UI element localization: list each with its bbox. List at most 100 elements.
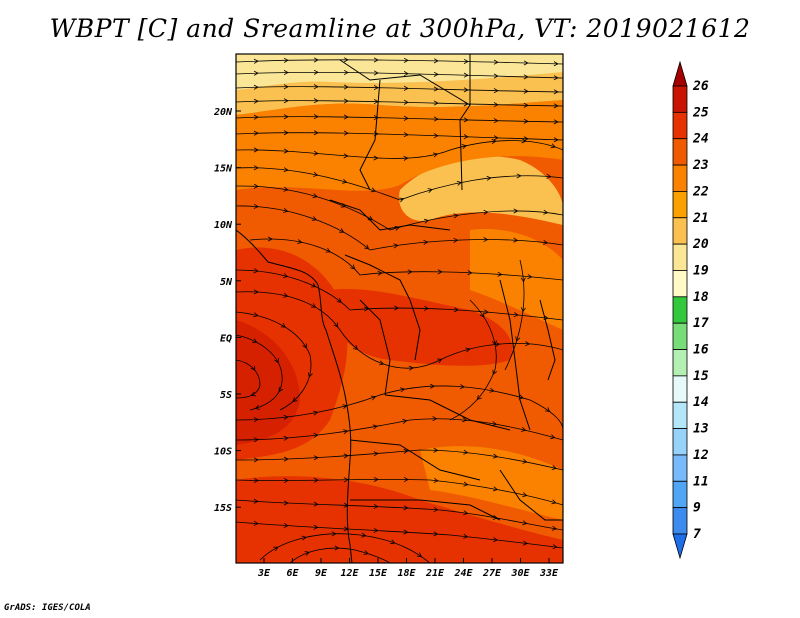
streamline-arrow [310, 303, 317, 308]
lon-label: 24E [453, 568, 473, 579]
streamline-arrow [479, 312, 485, 318]
map-title: WBPT [C] and Sreamline at 300hPa, VT: 20… [49, 14, 751, 43]
streamline-arrow [492, 486, 499, 492]
colorbar-label: 19 [693, 263, 709, 278]
streamline-arrow [493, 73, 499, 79]
streamline-arrow [253, 498, 259, 504]
streamline-arrow [373, 85, 379, 91]
colorbar-label: 15 [693, 369, 709, 384]
lon-label: 21E [425, 568, 445, 579]
streamline-arrow [304, 551, 310, 556]
streamline-arrow [253, 520, 259, 526]
colorbar-swatch [672, 507, 688, 535]
streamline-arrow [553, 119, 559, 125]
streamline-arrow [313, 501, 319, 507]
streamline-arrow [467, 270, 473, 276]
streamline-arrow [313, 477, 319, 483]
streamline-arrow [403, 57, 409, 63]
streamline-arrow [523, 118, 529, 124]
colorbar-label: 21 [692, 211, 709, 226]
streamline-arrow [463, 117, 469, 123]
streamline [236, 132, 563, 141]
streamline-arrow [523, 102, 529, 108]
streamline [504, 259, 525, 371]
streamline-arrow [373, 527, 379, 533]
streamline-arrow [343, 57, 349, 63]
streamline-arrow [313, 524, 319, 530]
streamline-arrow [283, 414, 289, 420]
streamline-arrow [363, 550, 369, 555]
streamline-arrow [459, 384, 466, 390]
border [459, 104, 471, 191]
streamline-arrow [253, 289, 259, 295]
streamline-arrow [250, 365, 256, 371]
streamline-arrow [463, 72, 469, 78]
streamline-arrow [408, 365, 414, 371]
lat-label: 15S [214, 503, 232, 514]
streamline-arrow [521, 427, 527, 432]
streamline-arrow [283, 167, 289, 173]
colorbar-label: 20 [692, 237, 709, 252]
streamline-arrow [334, 545, 340, 551]
streamline-arrow [283, 522, 289, 528]
streamline-arrow [513, 312, 519, 318]
streamline-arrow [493, 59, 499, 65]
lon-label: 15E [369, 568, 388, 579]
streamline-arrow [325, 247, 331, 253]
streamline-arrow [283, 478, 289, 484]
streamline-arrow [353, 345, 359, 350]
streamline-arrow [402, 418, 408, 424]
field-southwest-red [236, 320, 300, 445]
streamline-arrow [253, 312, 259, 318]
streamlines [236, 57, 563, 563]
streamline-arrow [437, 269, 443, 275]
streamline-arrow [523, 74, 529, 80]
colorbar-label: 23 [692, 158, 709, 173]
colorbar-label: 18 [693, 290, 709, 305]
streamline-arrow [432, 416, 438, 422]
lat-label: EQ [220, 333, 232, 344]
streamline-arrow [463, 58, 469, 64]
streamline-arrow [522, 492, 528, 498]
colorbar-swatch [672, 296, 688, 324]
streamline-arrow [313, 69, 319, 75]
streamline-arrow [253, 457, 259, 463]
streamline-arrow [493, 135, 499, 141]
streamline [236, 418, 563, 441]
streamline-arrow [313, 130, 319, 136]
streamline-arrow [433, 71, 439, 77]
border [339, 54, 471, 106]
streamline-arrow [403, 505, 409, 511]
streamline-arrow [553, 61, 559, 67]
streamline-arrow [364, 244, 370, 250]
streamline-arrow [398, 197, 405, 203]
border [384, 394, 511, 431]
streamline-arrow [493, 88, 499, 94]
streamline-arrow [373, 115, 379, 121]
streamline-arrow [336, 297, 342, 303]
streamline [236, 100, 563, 107]
streamline-arrow [283, 148, 289, 154]
streamline-arrow [491, 340, 497, 346]
streamline-arrow [379, 360, 385, 366]
streamline-arrow [543, 209, 549, 215]
field-south-red [236, 476, 563, 563]
border [329, 199, 451, 231]
colorbar-swatch [672, 322, 688, 350]
streamline-arrow [513, 208, 519, 214]
longitude-labels: 3E 6E 9E 12E 15E 18E 21E 24E 27E 30E 33E [257, 558, 559, 579]
streamline [236, 185, 563, 231]
streamline-arrow [253, 165, 259, 171]
streamline-arrow [301, 535, 307, 541]
streamline-arrow [463, 510, 469, 516]
lat-label: 10N [214, 220, 233, 231]
colorbar-top-triangle [672, 60, 688, 87]
colorbar-label: 7 [693, 527, 701, 542]
streamline-arrow [283, 273, 289, 278]
streamline-arrow [424, 305, 430, 311]
streamline-arrow [280, 323, 287, 328]
lat-label: 5S [220, 390, 232, 401]
colorbar-label: 25 [692, 105, 709, 120]
streamline-arrow [307, 372, 313, 378]
streamline-arrow [551, 525, 558, 531]
